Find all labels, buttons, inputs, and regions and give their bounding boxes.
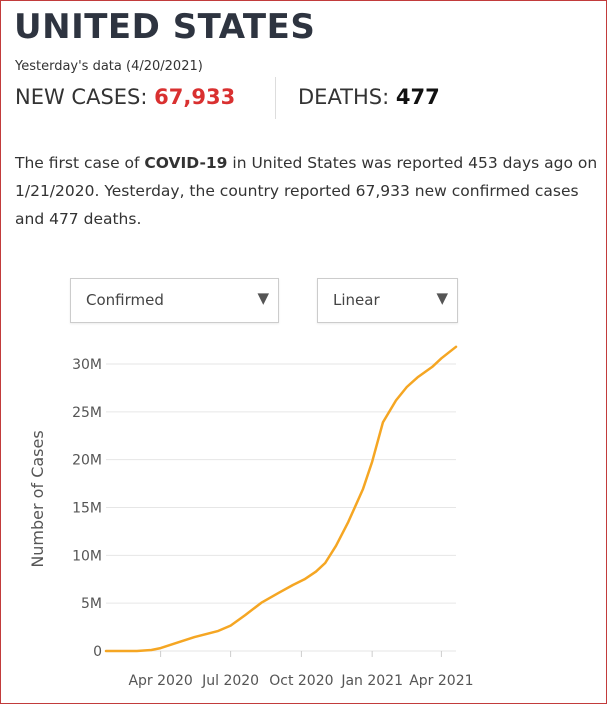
x-tick-label: Apr 2020 [128, 673, 192, 689]
summary-text: The first case of COVID-19 in United Sta… [15, 149, 600, 233]
new-cases-value: 67,933 [154, 85, 236, 109]
new-cases-label: NEW CASES: [15, 85, 148, 109]
deaths-value: 477 [395, 85, 440, 109]
metric-select-value: Confirmed [86, 291, 164, 309]
page-title: UNITED STATES [14, 7, 316, 47]
new-cases-stat: NEW CASES: 67,933 [15, 85, 235, 109]
summary-part-1: The first case of [15, 153, 145, 172]
scale-select-value: Linear [333, 291, 380, 309]
confirmed-cases-line [104, 345, 458, 653]
x-tick-label: Jul 2020 [201, 673, 259, 689]
y-tick-label: 20M [72, 453, 102, 469]
data-date: Yesterday's data (4/20/2021) [15, 59, 203, 74]
deaths-label: DEATHS: [298, 85, 390, 109]
x-axis-ticks: Apr 2020 Jul 2020 Oct 2020 Jan 2021 Apr 2021 [128, 651, 474, 689]
y-tick-label: 0 [93, 644, 102, 660]
x-tick-label: Apr 2021 [409, 673, 473, 689]
deaths-stat: DEATHS: 477 [298, 85, 440, 109]
summary-part-2: in United States was reported 453 days a… [15, 153, 598, 228]
caret-down-icon: ▼ [436, 289, 448, 307]
stats-divider [275, 77, 276, 119]
y-tick-label: 25M [72, 405, 102, 421]
metric-select[interactable]: Confirmed ▼ [70, 278, 279, 323]
grid-layer [106, 363, 456, 652]
disease-name: COVID-19 [144, 153, 228, 172]
y-axis-label: Number of Cases [28, 430, 47, 567]
y-axis-ticks: 0 5M 10M 15M 20M 25M 30M [72, 357, 102, 660]
caret-down-icon: ▼ [257, 289, 269, 307]
scale-select[interactable]: Linear ▼ [317, 278, 458, 323]
y-tick-label: 30M [72, 357, 102, 373]
x-tick-label: Oct 2020 [269, 673, 333, 689]
x-tick-label: Jan 2021 [340, 673, 403, 689]
y-tick-label: 10M [72, 548, 102, 564]
series-layer [104, 345, 458, 653]
y-tick-label: 15M [72, 501, 102, 517]
y-tick-label: 5M [81, 596, 102, 612]
